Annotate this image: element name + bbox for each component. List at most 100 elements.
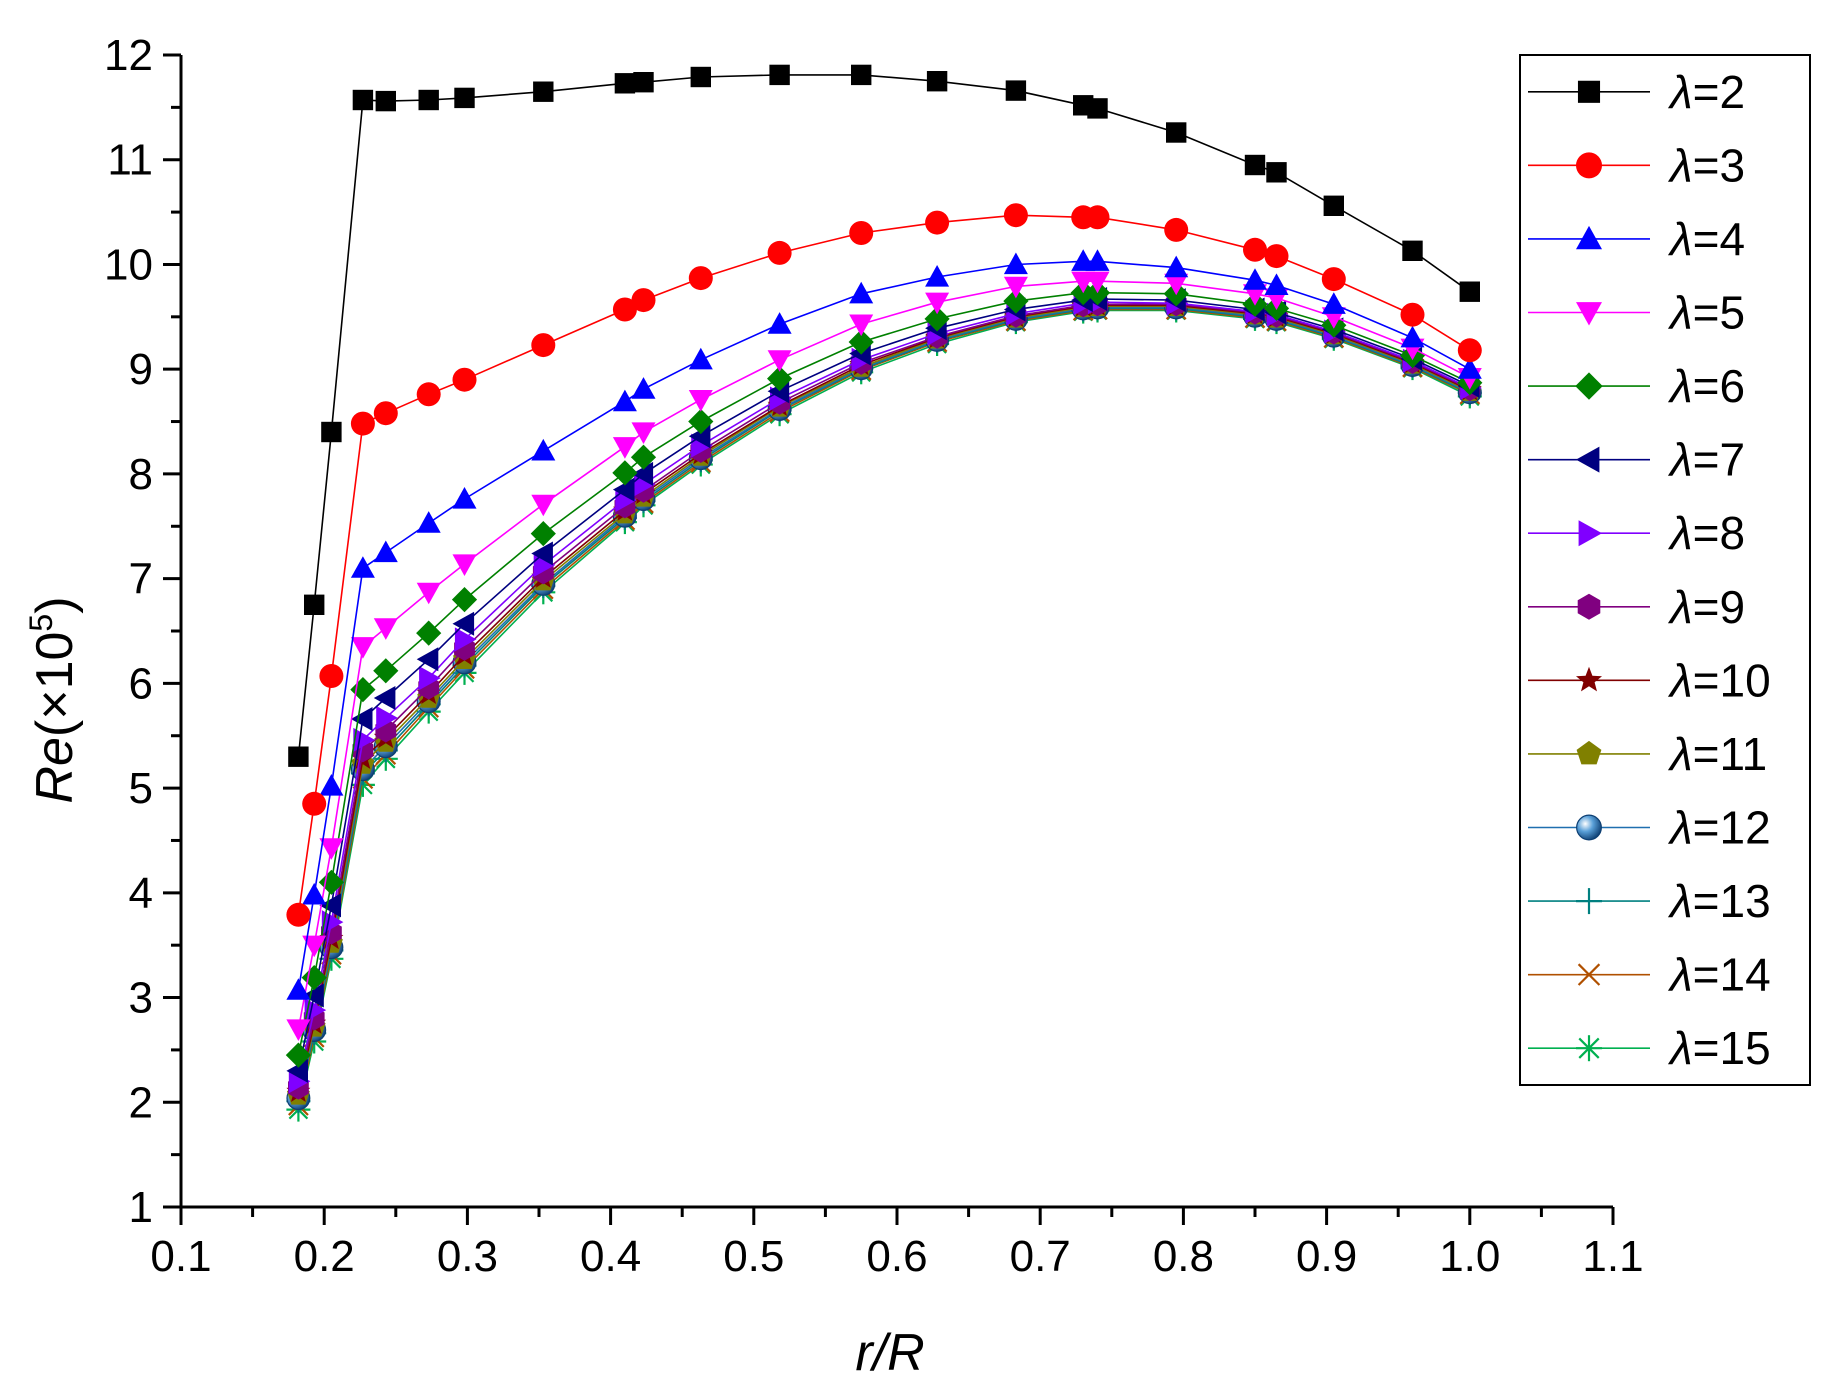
legend-label: λ=4 — [1667, 213, 1745, 265]
data-point — [530, 521, 556, 547]
legend-label: λ=11 — [1667, 728, 1767, 780]
data-point — [688, 266, 713, 291]
legend-label: λ=10 — [1667, 654, 1771, 706]
legend-label-greek: λ — [1667, 139, 1693, 191]
x-tick-label: 0.2 — [294, 1232, 355, 1281]
data-point — [612, 389, 637, 412]
legend-label-greek: λ — [1667, 949, 1693, 1001]
data-point — [1457, 338, 1482, 363]
data-point — [454, 627, 477, 652]
data-point — [1164, 273, 1189, 296]
data-point — [1164, 255, 1189, 278]
data-point — [767, 350, 792, 372]
data-point — [286, 902, 311, 927]
data-point — [851, 64, 872, 86]
legend-label-value: =14 — [1693, 949, 1771, 1001]
y-tick-label: 1 — [129, 1183, 153, 1232]
legend-label: λ=13 — [1667, 875, 1771, 927]
x-tick-label: 0.6 — [866, 1232, 927, 1281]
data-point — [416, 382, 441, 407]
legend-marker — [1576, 152, 1602, 179]
data-point — [1003, 252, 1028, 275]
legend-marker — [1577, 80, 1601, 103]
legend-label-value: =4 — [1693, 213, 1745, 265]
data-point — [288, 1069, 311, 1094]
data-point — [373, 686, 396, 710]
y-tick-label: 2 — [129, 1078, 153, 1127]
data-point — [286, 978, 311, 1000]
data-point — [1243, 237, 1267, 262]
x-tick-label: 1.1 — [1582, 1232, 1643, 1281]
y-tick-label: 12 — [104, 31, 153, 80]
data-point — [849, 314, 874, 337]
series-4 — [286, 249, 1482, 1000]
data-point — [451, 587, 478, 613]
data-point — [688, 408, 714, 435]
legend-item: λ=7 — [1528, 434, 1745, 486]
data-point — [612, 297, 637, 322]
x-tick-label: 0.8 — [1153, 1232, 1214, 1281]
data-point — [454, 87, 475, 109]
data-point — [630, 444, 657, 470]
legend-label-value: =12 — [1693, 802, 1771, 854]
data-point — [416, 511, 441, 533]
y-tick-label: 5 — [129, 764, 153, 813]
legend-label-value: =7 — [1693, 434, 1745, 486]
data-point — [688, 347, 713, 370]
legend-label-value: =13 — [1693, 875, 1771, 927]
legend-label-greek: λ — [1667, 287, 1693, 339]
y-tick-label: 6 — [129, 659, 153, 708]
y-axis-title-prefix: (×10 — [26, 632, 84, 738]
y-axis-title-base: Re — [26, 737, 84, 803]
data-point — [321, 421, 342, 443]
legend-item: λ=5 — [1528, 287, 1745, 339]
data-point — [1003, 203, 1028, 228]
legend-marker — [1575, 372, 1603, 400]
legend-label-greek: λ — [1667, 1022, 1693, 1074]
legend-label-greek: λ — [1667, 875, 1693, 927]
data-point — [925, 265, 950, 287]
legend-item: λ=6 — [1528, 360, 1745, 412]
legend-label-value: =11 — [1693, 728, 1768, 780]
data-point — [373, 618, 398, 640]
legend-label: λ=15 — [1667, 1022, 1771, 1074]
legend-item: λ=10 — [1528, 654, 1771, 706]
data-point — [615, 488, 637, 513]
data-point — [531, 494, 556, 517]
legend-item: λ=4 — [1528, 213, 1745, 265]
data-point — [1085, 271, 1110, 294]
legend-label: λ=3 — [1667, 139, 1745, 191]
legend-item: λ=15 — [1528, 1022, 1771, 1074]
data-point — [452, 554, 477, 576]
y-axis-title-close: ) — [26, 596, 84, 613]
y-axis-title: Re(×105) — [23, 596, 84, 803]
data-point — [301, 965, 327, 991]
data-point — [1264, 244, 1289, 269]
legend-label: λ=9 — [1667, 581, 1745, 633]
data-point — [373, 658, 399, 684]
data-point — [531, 333, 556, 358]
legend-label-greek: λ — [1667, 213, 1693, 265]
data-point — [1243, 268, 1267, 290]
x-tick-label: 0.1 — [150, 1232, 211, 1281]
data-point — [1457, 357, 1482, 379]
data-point — [452, 487, 477, 509]
data-point — [848, 329, 874, 355]
legend: λ=2λ=3λ=4λ=5λ=6λ=7λ=8λ=9λ=10λ=11λ=12λ=13… — [1519, 54, 1811, 1086]
legend-label-greek: λ — [1667, 507, 1693, 559]
legend-box — [1519, 54, 1811, 1086]
legend-item: λ=13 — [1528, 875, 1771, 927]
data-point — [925, 210, 950, 235]
data-point — [419, 666, 441, 691]
data-point — [633, 72, 654, 93]
x-tick-label: 0.7 — [1010, 1232, 1071, 1281]
data-point — [452, 367, 477, 392]
data-point — [1166, 122, 1187, 143]
x-tick-label: 0.5 — [723, 1232, 784, 1281]
x-tick-label: 1.0 — [1439, 1232, 1500, 1281]
data-point — [767, 240, 792, 265]
legend-item: λ=14 — [1528, 949, 1771, 1001]
data-point — [531, 541, 553, 566]
legend-label-greek: λ — [1667, 66, 1693, 118]
legend-label: λ=14 — [1667, 949, 1771, 1001]
